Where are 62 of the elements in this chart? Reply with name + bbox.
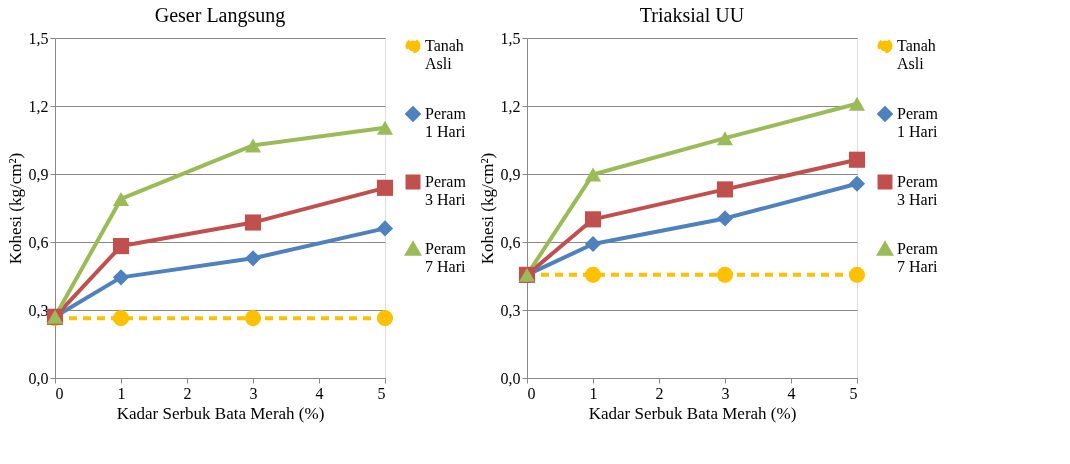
x-tick-label: 3 [249,384,258,402]
point [376,310,394,327]
point [584,167,602,182]
x-tick-label: 0 [55,384,64,402]
y-tick-label: 0,3 [500,301,521,319]
y-tick-label: 1,2 [28,97,49,115]
point [376,179,394,196]
point [244,214,262,231]
point [848,175,866,192]
point [584,211,602,228]
point [584,266,602,283]
y-tick-label: 1,5 [500,29,521,47]
legend-label: Peram 7 Hari [425,240,467,275]
point [112,310,130,327]
x-tick-label: 4 [787,384,796,402]
y-axis-title: Kohesi (kg/cm²) [5,152,25,265]
y-tick-label: 1,2 [500,97,521,115]
x-axis-title: Kadar Serbuk Bata Merah (%) [588,403,797,423]
point [848,266,866,283]
point [112,191,130,206]
legend-label: Peram 3 Hari [897,173,939,208]
point [848,96,866,111]
x-tick-label: 2 [655,384,664,402]
point [244,310,262,327]
y-tick-label: 0,9 [28,165,49,183]
x-tick-label: 2 [183,384,192,402]
legend-label: Peram 1 Hari [897,105,939,140]
chart-title: Geser Langsung [154,4,286,27]
x-axis-title: Kadar Serbuk Bata Merah (%) [116,403,325,423]
x-tick-label: 1 [589,384,598,402]
y-axis-title: Kohesi (kg/cm²) [477,152,497,265]
x-tick-label: 5 [849,384,858,402]
legend-label: Peram 3 Hari [425,173,467,208]
point [716,266,734,283]
y-tick-label: 0,6 [28,233,49,251]
y-tick-label: 0,6 [500,233,521,251]
legend-label: Peram 7 Hari [897,240,939,275]
point [244,250,262,267]
point [716,131,734,146]
point [376,120,394,135]
legend-label: Peram 1 Hari [425,105,467,140]
legend-label: Tanah Asli [897,37,936,72]
x-tick-label: 1 [117,384,126,402]
legend-label: Tanah Asli [425,37,464,72]
x-tick-label: 0 [527,384,536,402]
x-tick-label: 3 [721,384,730,402]
y-tick-label: 1,5 [28,29,49,47]
point [376,220,394,237]
point [848,151,866,168]
x-tick-label: 5 [377,384,386,402]
y-tick-label: 0,3 [28,301,49,319]
point [244,138,262,153]
point [716,181,734,198]
x-tick-label: 4 [315,384,324,402]
y-tick-label: 0,0 [28,369,49,387]
y-tick-label: 0,0 [500,369,521,387]
point [112,269,130,286]
point [112,238,130,255]
chart-title: Triaksial UU [639,4,745,26]
point [716,210,734,227]
point [584,235,602,253]
y-tick-label: 0,9 [500,165,521,183]
